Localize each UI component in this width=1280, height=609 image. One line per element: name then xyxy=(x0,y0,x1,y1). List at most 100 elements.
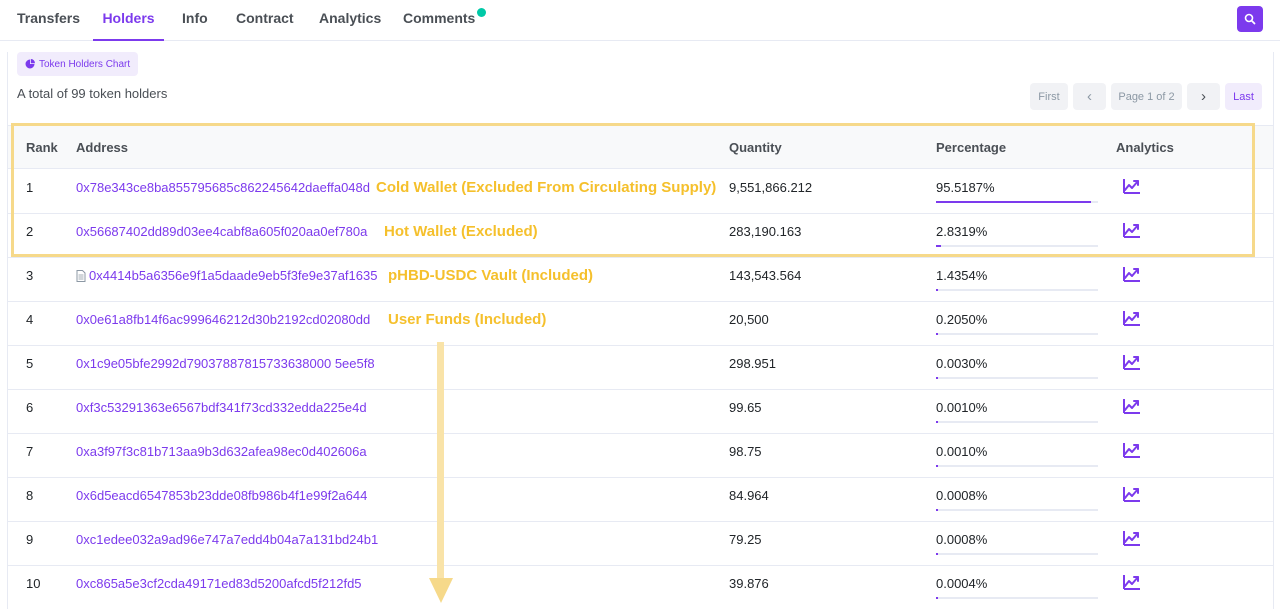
percentage-cell: 0.0008% xyxy=(936,532,988,547)
percentage-bar-fill xyxy=(936,377,938,379)
rank-cell: 10 xyxy=(26,576,41,591)
card-right-border xyxy=(1273,52,1274,609)
percentage-cell: 0.2050% xyxy=(936,312,988,327)
address-text: 0x6d5eacd6547853b23dde08fb986b4f1e99f2a6… xyxy=(76,488,368,503)
search-button[interactable] xyxy=(1237,6,1263,32)
percentage-bar xyxy=(936,509,1098,511)
column-header-quantity: Quantity xyxy=(729,140,782,155)
trend-chart-icon[interactable] xyxy=(1123,310,1141,326)
address-text: 0xa3f97f3c81b713aa9b3d632afea98ec0d40260… xyxy=(76,444,367,459)
quantity-cell: 283,190.163 xyxy=(729,224,802,239)
rank-cell: 2 xyxy=(26,224,34,239)
address-text: 0xc865a5e3cf2cda49171ed83d5200afcd5f212f… xyxy=(76,576,362,591)
pagination-last-button[interactable]: Last xyxy=(1225,83,1262,110)
percentage-cell: 2.8319% xyxy=(936,224,988,239)
address-link[interactable]: 0xa3f97f3c81b713aa9b3d632afea98ec0d40260… xyxy=(76,444,367,459)
percentage-bar-fill xyxy=(936,421,938,423)
percentage-bar-fill xyxy=(936,289,939,291)
address-text: 0x1c9e05bfe2992d79037887815733638000 5ee… xyxy=(76,356,375,371)
wallet-annotation-label: pHBD-USDC Vault (Included) xyxy=(388,267,593,284)
percentage-cell: 95.5187% xyxy=(936,180,995,195)
trend-chart-icon[interactable] xyxy=(1123,266,1141,282)
percentage-bar xyxy=(936,421,1098,423)
row-divider xyxy=(8,565,1273,566)
trend-chart-icon[interactable] xyxy=(1123,530,1141,546)
percentage-bar xyxy=(936,553,1098,555)
address-link[interactable]: 0x4414b5a6356e9f1a5daade9eb5f3fe9e37af16… xyxy=(76,268,377,283)
wallet-annotation-label: Hot Wallet (Excluded) xyxy=(384,223,538,240)
rank-cell: 4 xyxy=(26,312,34,327)
tab-comments[interactable]: Comments xyxy=(403,10,476,26)
rank-cell: 8 xyxy=(26,488,34,503)
rank-cell: 7 xyxy=(26,444,34,459)
percentage-cell: 1.4354% xyxy=(936,268,988,283)
card-left-border xyxy=(7,52,8,609)
trend-chart-icon[interactable] xyxy=(1123,398,1141,414)
token-holders-chart-button[interactable]: Token Holders Chart xyxy=(17,52,138,76)
address-text: 0x0e61a8fb14f6ac999646212d30b2192cd02080… xyxy=(76,312,371,327)
tab-bar: Transfers Holders Info Contract Analytic… xyxy=(0,0,1280,41)
address-link[interactable]: 0xc865a5e3cf2cda49171ed83d5200afcd5f212f… xyxy=(76,576,362,591)
tab-transfers[interactable]: Transfers xyxy=(17,10,81,26)
rank-cell: 6 xyxy=(26,400,34,415)
row-divider xyxy=(8,477,1273,478)
row-divider xyxy=(8,389,1273,390)
quantity-cell: 9,551,866.212 xyxy=(729,180,813,195)
column-header-rank: Rank xyxy=(26,140,58,155)
wallet-annotation-label: User Funds (Included) xyxy=(388,311,547,328)
comments-status-dot xyxy=(477,8,486,17)
trend-chart-icon[interactable] xyxy=(1123,178,1141,194)
row-divider xyxy=(8,521,1273,522)
address-link[interactable]: 0xc1edee032a9ad96e747a7edd4b04a7a131bd24… xyxy=(76,532,378,547)
pagination-next-button[interactable]: › xyxy=(1187,83,1220,110)
quantity-cell: 79.25 xyxy=(729,532,762,547)
address-link[interactable]: 0x6d5eacd6547853b23dde08fb986b4f1e99f2a6… xyxy=(76,488,367,503)
percentage-bar-fill xyxy=(936,333,938,335)
trend-chart-icon[interactable] xyxy=(1123,486,1141,502)
address-link[interactable]: 0xf3c53291363e6567bdf341f73cd332edda225e… xyxy=(76,400,367,415)
row-divider xyxy=(8,433,1273,434)
column-header-percentage: Percentage xyxy=(936,140,1007,155)
quantity-cell: 20,500 xyxy=(729,312,769,327)
percentage-bar-fill xyxy=(936,245,941,247)
rank-cell: 9 xyxy=(26,532,34,547)
tab-info[interactable]: Info xyxy=(182,10,208,26)
rank-cell: 1 xyxy=(26,180,34,195)
address-link[interactable]: 0x0e61a8fb14f6ac999646212d30b2192cd02080… xyxy=(76,312,370,327)
quantity-cell: 143,543.564 xyxy=(729,268,802,283)
percentage-bar-fill xyxy=(936,597,938,599)
trend-chart-icon[interactable] xyxy=(1123,354,1141,370)
tab-holders[interactable]: Holders xyxy=(93,0,164,41)
trend-chart-icon[interactable] xyxy=(1123,222,1141,238)
table-header xyxy=(8,125,1273,169)
trend-chart-icon[interactable] xyxy=(1123,442,1141,458)
tab-analytics[interactable]: Analytics xyxy=(319,10,382,26)
column-header-address: Address xyxy=(76,140,129,155)
address-text: 0xf3c53291363e6567bdf341f73cd332edda225e… xyxy=(76,400,367,415)
percentage-bar xyxy=(936,289,1098,291)
address-link[interactable]: 0x56687402dd89d03ee4cabf8a605f020aa0ef78… xyxy=(76,224,367,239)
address-link[interactable]: 0x78e343ce8ba855795685c862245642daeffa04… xyxy=(76,180,370,195)
percentage-bar-fill xyxy=(936,509,938,511)
row-divider xyxy=(8,345,1273,346)
pagination-prev-button[interactable]: ‹ xyxy=(1073,83,1106,110)
percentage-bar xyxy=(936,465,1098,467)
percentage-bar xyxy=(936,377,1098,379)
percentage-bar-fill xyxy=(936,553,938,555)
trend-chart-icon[interactable] xyxy=(1123,574,1141,590)
quantity-cell: 84.964 xyxy=(729,488,769,503)
pagination-first-button[interactable]: First xyxy=(1030,83,1068,110)
wallet-annotation-label: Cold Wallet (Excluded From Circulating S… xyxy=(376,179,717,196)
rank-cell: 3 xyxy=(26,268,34,283)
row-divider xyxy=(8,257,1273,258)
percentage-bar xyxy=(936,597,1098,599)
address-text: 0x78e343ce8ba855795685c862245642daeffa04… xyxy=(76,180,370,195)
rank-cell: 5 xyxy=(26,356,34,371)
percentage-bar-fill xyxy=(936,465,938,467)
address-link[interactable]: 0x1c9e05bfe2992d79037887815733638000 5ee… xyxy=(76,356,375,371)
address-text: 0x56687402dd89d03ee4cabf8a605f020aa0ef78… xyxy=(76,224,368,239)
percentage-bar xyxy=(936,201,1098,203)
tab-contract[interactable]: Contract xyxy=(236,10,294,26)
pagination-page-info: Page 1 of 2 xyxy=(1111,83,1182,110)
down-arrow-icon xyxy=(429,342,453,603)
